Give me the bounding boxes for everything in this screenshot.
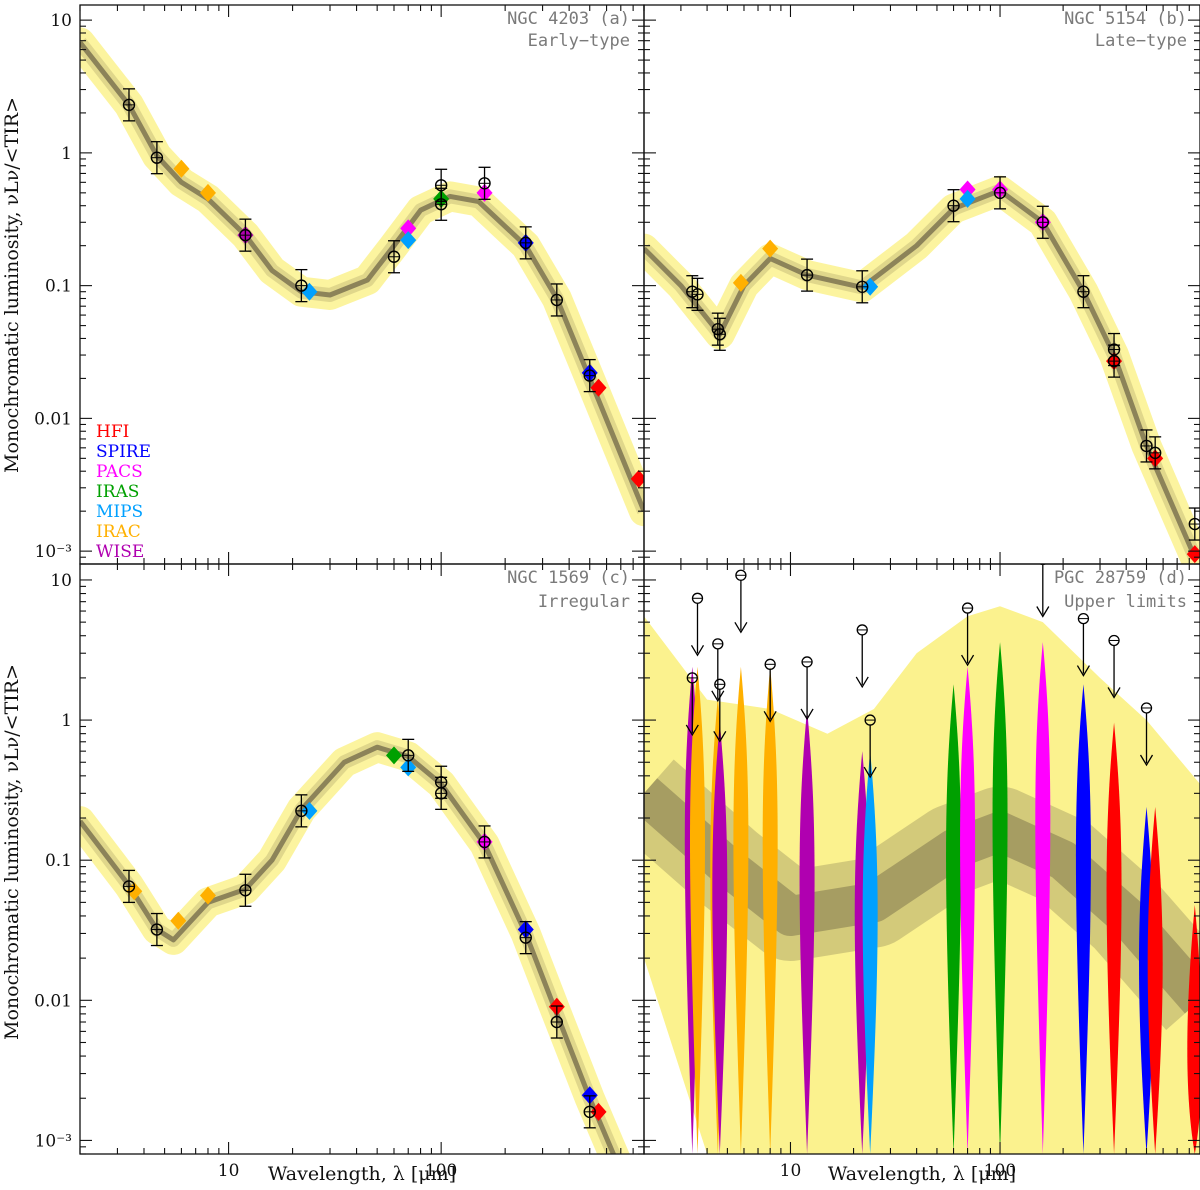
panel-d-title-text: PGC 28759 (d) — [1054, 568, 1187, 588]
legend-spire: SPIRE — [96, 442, 151, 462]
panel-a-title-text: NGC 4203 (a) — [507, 9, 630, 29]
panel-d-subtitle: Upper limits — [1064, 592, 1187, 612]
y-tick-label: 10 — [50, 571, 72, 591]
model-envelope — [644, 606, 1200, 1154]
instrument-marker-irac — [199, 183, 216, 202]
upper-limit-arrowhead — [855, 676, 869, 689]
y-tick-label: 0.1 — [45, 277, 72, 297]
legend-hfi: HFI — [96, 422, 129, 442]
violin-hfi — [1106, 722, 1122, 1154]
legend-mips: MIPS — [96, 502, 143, 522]
model-line — [644, 188, 1198, 559]
model-line — [80, 744, 617, 1154]
axes-frame — [79, 563, 645, 1155]
upper-limit-arrowhead — [961, 654, 975, 667]
panel-b-subtitle: Late−type — [1095, 31, 1187, 51]
instrument-marker-mips — [301, 282, 318, 301]
x-tick-label: 10 — [218, 1161, 240, 1181]
legend-wise: WISE — [96, 542, 144, 562]
upper-limit-arrowhead — [734, 621, 748, 634]
upper-limit-arrowhead — [763, 710, 777, 723]
panel-c-title-text: NGC 1569 (c) — [507, 568, 630, 588]
y-tick-label: 0.01 — [34, 409, 72, 429]
panel-c-title: NGC 1569 (c) Irregular — [507, 568, 630, 612]
violin-irac — [689, 666, 705, 1154]
upper-limit-point — [1039, 564, 1047, 566]
violin-wise — [799, 708, 815, 1154]
instrument-marker-hfi — [1186, 545, 1200, 564]
tick-labels: 10 1 0.1 0.01 10⁻³ 10 1 0.1 0.01 10⁻³ 10 100 10 100 — [34, 11, 1016, 1181]
panel-a-title: NGC 4203 (a) Early−type — [507, 9, 630, 51]
instrument-marker-hfi — [590, 378, 607, 397]
y-tick-label: 10 — [50, 11, 72, 31]
x-tick-label: 100 — [425, 1161, 457, 1181]
axes-frame — [643, 563, 1200, 1155]
violin-spire — [1075, 684, 1091, 1154]
instrument-marker-mips — [400, 231, 417, 250]
instrument-marker-irac — [732, 273, 749, 292]
violin-pacs — [1035, 642, 1051, 1154]
panel-a-subtitle: Early−type — [528, 31, 630, 51]
upper-limit-arrowhead — [863, 766, 877, 779]
instrument-marker-pacs — [959, 180, 976, 199]
upper-limit-arrowhead — [690, 644, 705, 657]
x-axis-label-right: Wavelength, λ [μm] — [828, 1163, 1016, 1185]
axes-frame — [643, 4, 1200, 565]
y-axis-label-bottom: Monochromatic luminosity, νLν/<TIR> — [1, 664, 23, 1040]
upper-limit-arrowhead — [800, 708, 814, 721]
violin-irac — [762, 666, 778, 1154]
legend-iras: IRAS — [96, 482, 139, 502]
panel-c-subtitle: Irregular — [538, 592, 630, 612]
upper-limit-arrowhead — [1139, 754, 1154, 767]
x-tick-label: 100 — [984, 1161, 1016, 1181]
violin-hfi — [1187, 904, 1200, 1154]
violin-wise — [712, 722, 728, 1154]
legend-pacs: PACS — [96, 462, 143, 482]
instrument-marker-irac — [173, 159, 190, 178]
upper-limit-arrowhead — [1036, 606, 1050, 618]
instrument-marker-pacs — [400, 219, 417, 238]
upper-limit-arrowhead — [1076, 665, 1090, 677]
instrument-marker-iras — [385, 746, 402, 765]
y-tick-label: 1 — [61, 144, 72, 164]
y-tick-label: 10⁻³ — [35, 1131, 72, 1151]
upper-limit-arrowhead — [713, 730, 727, 743]
instrument-marker-irac — [199, 886, 216, 905]
panel-d-title: PGC 28759 (d) Upper limits — [1054, 568, 1187, 612]
panel-a — [80, 27, 644, 527]
instrument-marker-hfi — [590, 1102, 607, 1121]
upper-limit-arrowhead — [685, 724, 699, 737]
panel-b-title-text: NGC 5154 (b) — [1064, 9, 1187, 29]
legend-irac: IRAC — [96, 522, 141, 542]
instrument-marker-irac — [170, 911, 187, 930]
violin-iras — [946, 684, 962, 1154]
violin-irac — [733, 666, 749, 1154]
violin-iras — [992, 642, 1008, 1154]
upper-limit-arrowhead — [1107, 687, 1121, 699]
instrument-marker-irac — [762, 239, 779, 258]
x-axis-label-left: Wavelength, λ [μm] — [268, 1163, 456, 1185]
x-tick-label: 10 — [780, 1161, 802, 1181]
y-tick-label: 10⁻³ — [35, 542, 72, 562]
violin-hfi — [1147, 806, 1163, 1154]
y-axis-label-top: Monochromatic luminosity, νLν/<TIR> — [1, 97, 23, 473]
legend: HFI SPIRE PACS IRAS MIPS IRAC WISE — [96, 422, 151, 562]
violin-mips — [862, 751, 878, 1154]
upper-limit-arrowhead — [711, 690, 725, 703]
y-tick-label: 0.01 — [34, 991, 72, 1011]
y-tick-label: 0.1 — [45, 851, 72, 871]
violin-pacs — [960, 666, 976, 1154]
panel-b — [644, 175, 1200, 564]
panel-b-title: NGC 5154 (b) Late−type — [1064, 9, 1187, 51]
panel-c — [80, 732, 630, 1154]
panel-d — [644, 564, 1200, 1154]
y-tick-label: 1 — [61, 711, 72, 731]
instrument-marker-hfi — [630, 469, 644, 488]
axes-frames — [79, 4, 1200, 1155]
instrument-marker-mips — [959, 189, 976, 208]
model-line — [80, 40, 644, 513]
model-band-mid — [80, 740, 621, 1154]
